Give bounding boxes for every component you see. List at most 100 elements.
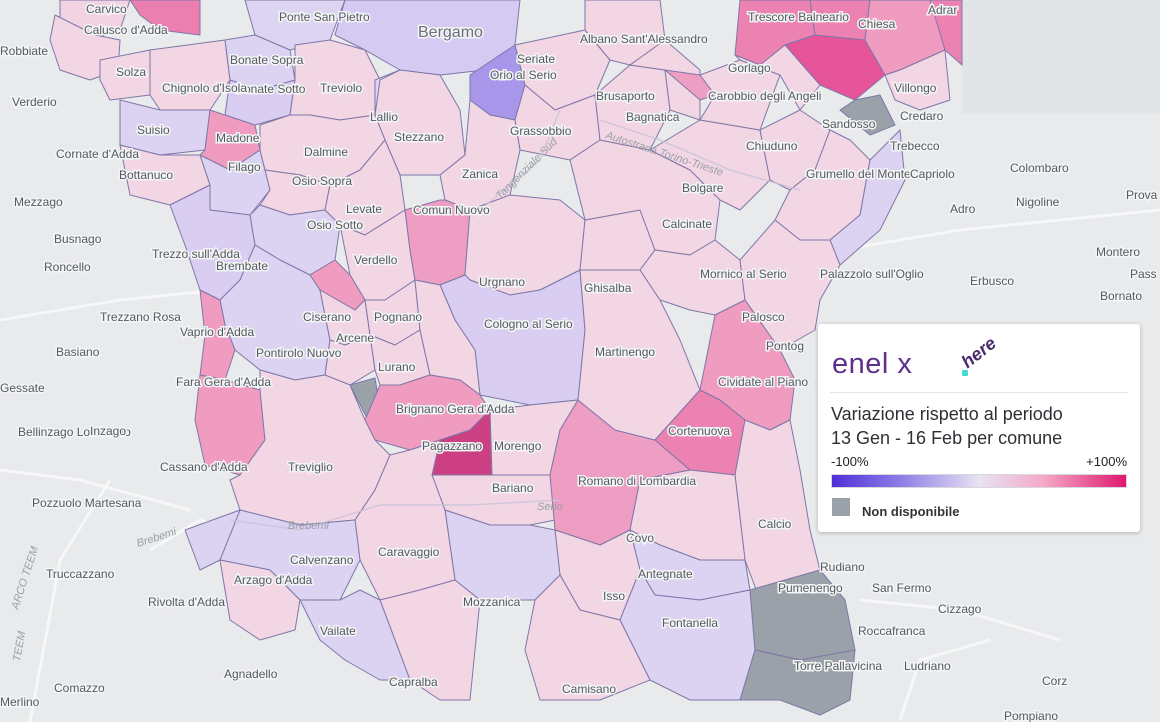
comune-palazzolo[interactable]	[829, 129, 906, 266]
label-seriate: Seriate	[517, 52, 555, 66]
label-bornato: Bornato	[1100, 289, 1142, 303]
label-romano: Romano di Lombardia	[578, 474, 696, 488]
label-calusco: Calusco d'Adda	[84, 23, 168, 37]
label-verdello: Verdello	[354, 253, 398, 267]
label-sanfermo: San Fermo	[872, 581, 932, 595]
label-lallio: Lallio	[370, 110, 398, 124]
label-montero: Montero	[1096, 245, 1140, 259]
label-calcio: Calcio	[758, 517, 792, 531]
comune-adrara[interactable]	[929, 0, 963, 66]
comune-torre[interactable]	[739, 649, 856, 716]
map-unavailable-area	[962, 0, 1160, 114]
label-bottanuco: Bottanuco	[119, 168, 173, 182]
comune-camisano[interactable]	[524, 574, 651, 701]
comune-gorlago[interactable]	[734, 44, 821, 111]
label-capriolo: Capriolo	[910, 167, 955, 181]
label-palosco: Palosco	[742, 310, 785, 324]
comune-mapello[interactable]	[129, 0, 201, 36]
label-comun-nuovo: Comun Nuovo	[413, 203, 490, 217]
label-cortenuova: Cortenuova	[668, 424, 730, 438]
legend-na-label: Non disponibile	[862, 504, 960, 519]
comune-arzago[interactable]	[219, 559, 301, 641]
enel-x-logo: enel x	[832, 348, 913, 380]
label-cassano: Cassano d'Adda	[160, 460, 248, 474]
comune-sandosso[interactable]	[839, 94, 896, 136]
label-ludriano: Ludriano	[904, 659, 951, 673]
label-inzago: Inzago	[90, 424, 126, 438]
label-busnago: Busnago	[54, 232, 102, 246]
label-chiesa: Chiesa	[858, 17, 896, 31]
comune-vailate[interactable]	[299, 589, 411, 681]
label-cologno: Cologno al Serio	[484, 317, 573, 331]
label-dalmine: Dalmine	[304, 145, 348, 159]
here-logo: here	[957, 332, 1000, 372]
label-mozzanica: Mozzanica	[463, 595, 521, 609]
label-filago: Filago	[228, 160, 261, 174]
label-ghisalba: Ghisalba	[584, 281, 632, 295]
label-pontoglio: Pontog	[766, 339, 804, 353]
label-brembate: Brembate	[216, 259, 268, 273]
label-carobbio: Carobbio degli Angeli	[708, 89, 821, 103]
label-antegnate: Antegnate	[638, 567, 693, 581]
label-zanica: Zanica	[462, 167, 498, 181]
comune-villongo[interactable]	[884, 49, 951, 111]
label-gorlago: Gorlago	[728, 61, 771, 75]
legend-scale-max: +100%	[1086, 454, 1127, 469]
label-lurano: Lurano	[378, 360, 416, 374]
legend-title-line2: 13 Gen - 16 Feb per comune	[831, 428, 1063, 448]
label-teem: TEEM	[11, 630, 28, 663]
comune-casirate[interactable]	[184, 509, 241, 571]
label-cornate: Cornate d'Adda	[56, 147, 139, 161]
label-gessate: Gessate	[0, 381, 45, 395]
label-urgnano: Urgnano	[479, 275, 525, 289]
label-camisano: Camisano	[562, 682, 616, 696]
label-ponte: Ponte San Pietro	[279, 10, 370, 24]
label-roncello: Roncello	[44, 260, 91, 274]
comune-capralba[interactable]	[379, 579, 481, 701]
label-colombaro: Colombaro	[1010, 161, 1069, 175]
label-pognano: Pognano	[374, 310, 422, 324]
label-solza: Solza	[116, 65, 146, 79]
municipality-polygons[interactable]	[49, 0, 963, 716]
label-levate: Levate	[346, 202, 382, 216]
label-rivolta: Rivolta d'Adda	[148, 595, 225, 609]
label-bariano: Bariano	[492, 481, 534, 495]
label-mornico: Mornico al Serio	[700, 267, 787, 281]
label-vaprio: Vaprio d'Adda	[180, 325, 254, 339]
label-stezzano: Stezzano	[394, 130, 444, 144]
label-vailate: Vailate	[320, 624, 356, 638]
label-carvico: Carvico	[86, 2, 127, 16]
label-merlino: Merlino	[0, 695, 40, 709]
label-mezzago: Mezzago	[14, 195, 63, 209]
comune-caravaggio[interactable]	[354, 439, 456, 601]
label-brignano: Brignano Gera d'Adda	[396, 402, 515, 416]
label-credaro: Credaro	[900, 109, 944, 123]
label-suisio: Suisio	[137, 123, 170, 137]
comune-vaprio[interactable]	[199, 289, 236, 381]
label-serio: Serio	[537, 501, 563, 513]
label-fontanella: Fontanella	[662, 616, 718, 630]
label-provaglio: Prova d'Is	[1126, 188, 1160, 202]
label-martinengo: Martinengo	[595, 345, 655, 359]
label-trezzo: Trezzo sull'Adda	[152, 247, 240, 261]
label-trezzano: Trezzano Rosa	[100, 310, 181, 324]
label-verderio: Verderio	[12, 95, 57, 109]
here-logo-mark	[962, 370, 968, 376]
label-nigoline: Nigoline	[1016, 195, 1060, 209]
label-bolgare: Bolgare	[682, 181, 724, 195]
label-bergamo: Bergamo	[418, 24, 483, 41]
legend-title-line1: Variazione rispetto al periodo	[831, 404, 1063, 424]
label-truccazzano: Truccazzano	[46, 567, 115, 581]
label-calvenzano: Calvenzano	[290, 553, 354, 567]
label-comazzo: Comazzo	[54, 681, 105, 695]
label-covo: Covo	[626, 531, 654, 545]
label-pompiano: Pompiano	[1004, 709, 1058, 722]
label-sandosso: Sandosso	[822, 117, 876, 131]
label-pumenengo: Pumenengo	[778, 581, 843, 595]
label-basiano: Basiano	[56, 345, 100, 359]
label-grumello: Grumello del Monte	[806, 167, 911, 181]
comune-calcio[interactable]	[734, 419, 821, 601]
comune-treviolo[interactable]	[289, 39, 381, 121]
label-grassobbio: Grassobbio	[510, 124, 572, 138]
